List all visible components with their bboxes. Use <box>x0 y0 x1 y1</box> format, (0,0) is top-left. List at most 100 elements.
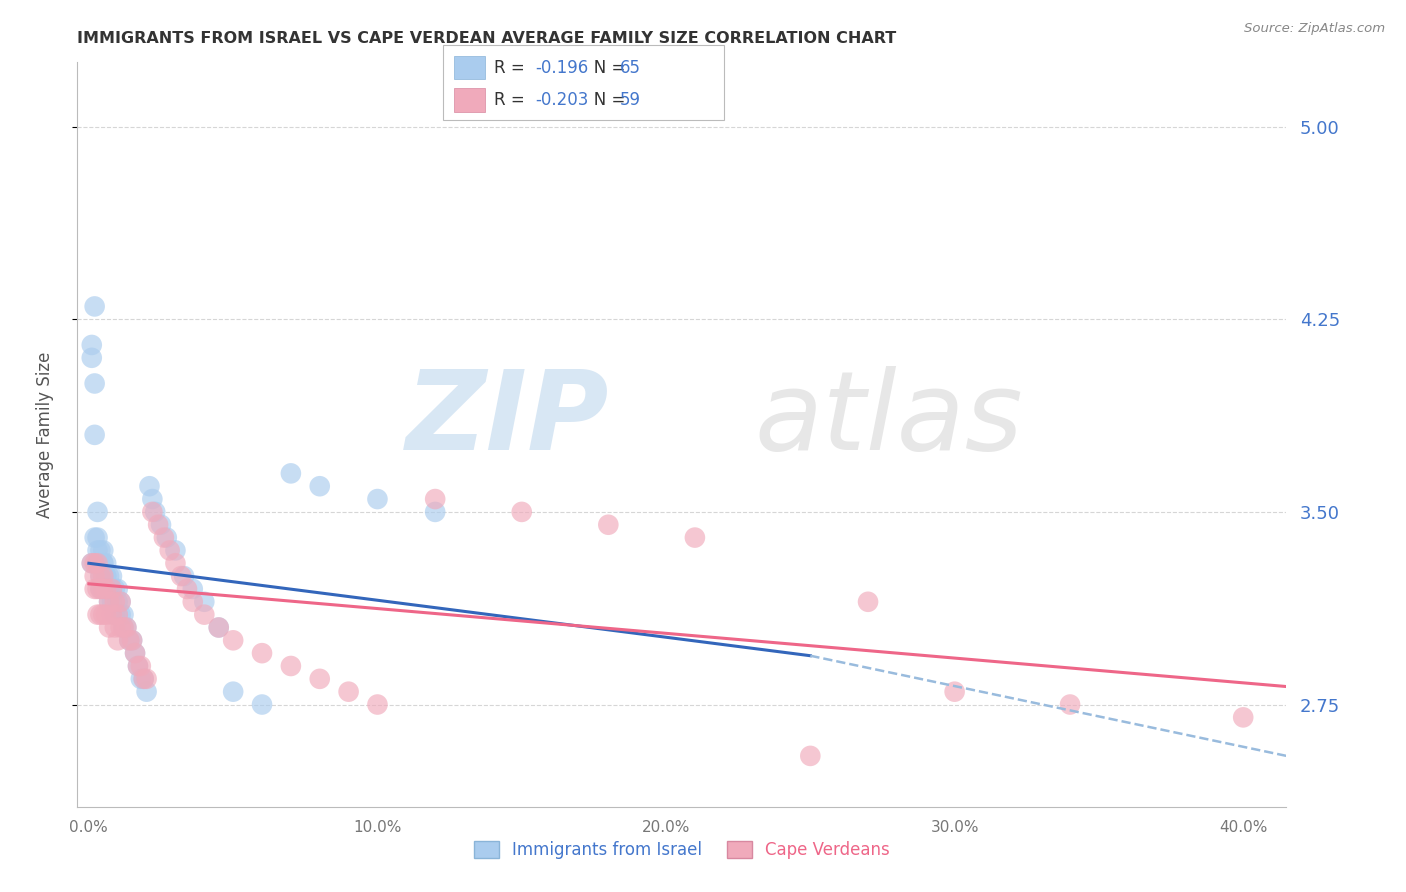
Point <box>280 659 302 673</box>
Point <box>112 607 135 622</box>
Point <box>89 556 111 570</box>
Point <box>96 607 118 622</box>
Point <box>80 338 103 352</box>
Point <box>91 556 114 570</box>
Point <box>86 505 108 519</box>
Point <box>129 659 152 673</box>
Point <box>176 582 198 596</box>
Point <box>598 517 620 532</box>
Point <box>86 556 108 570</box>
Point <box>83 428 105 442</box>
Point <box>86 556 108 570</box>
Point <box>91 607 114 622</box>
Text: -0.203: -0.203 <box>536 91 589 109</box>
Point <box>129 672 152 686</box>
Point <box>101 582 124 596</box>
Point <box>83 376 105 391</box>
Text: Source: ZipAtlas.com: Source: ZipAtlas.com <box>1244 22 1385 36</box>
Point <box>193 607 215 622</box>
Point <box>135 672 157 686</box>
Point <box>91 582 114 596</box>
Y-axis label: Average Family Size: Average Family Size <box>35 351 53 518</box>
Point <box>89 543 111 558</box>
Point <box>222 684 245 698</box>
Point <box>153 531 176 545</box>
Point <box>425 505 447 519</box>
Point <box>104 620 127 634</box>
Point <box>510 505 533 519</box>
Point <box>107 595 129 609</box>
Point <box>193 595 215 609</box>
Point <box>89 582 111 596</box>
Point <box>107 607 129 622</box>
Text: 65: 65 <box>620 59 641 77</box>
Point <box>165 543 187 558</box>
Point <box>110 595 132 609</box>
Text: N =: N = <box>578 59 630 77</box>
Point <box>91 569 114 583</box>
Point <box>89 582 111 596</box>
Point <box>250 698 273 712</box>
Point <box>115 620 138 634</box>
Point <box>107 582 129 596</box>
Text: atlas: atlas <box>755 367 1024 474</box>
Point <box>86 531 108 545</box>
Point <box>83 300 105 314</box>
Text: R =: R = <box>494 91 530 109</box>
Text: N =: N = <box>578 91 630 109</box>
Point <box>124 646 146 660</box>
Point <box>425 491 447 506</box>
Point <box>250 646 273 660</box>
Point <box>86 556 108 570</box>
Point <box>80 556 103 570</box>
Text: R =: R = <box>494 59 530 77</box>
Point <box>112 620 135 634</box>
Point <box>98 595 121 609</box>
Point <box>80 351 103 365</box>
Point <box>308 672 330 686</box>
Point <box>943 684 966 698</box>
Point <box>104 607 127 622</box>
Point <box>799 864 821 879</box>
Point <box>124 646 146 660</box>
Point <box>101 569 124 583</box>
Point <box>159 543 181 558</box>
Point <box>101 607 124 622</box>
Point <box>856 595 879 609</box>
Point <box>141 505 163 519</box>
Point <box>86 543 108 558</box>
Point <box>112 620 135 634</box>
Point <box>107 607 129 622</box>
Point <box>80 556 103 570</box>
Point <box>98 569 121 583</box>
Point <box>156 531 179 545</box>
Point <box>98 595 121 609</box>
Point <box>683 531 706 545</box>
Point <box>366 491 388 506</box>
Point <box>101 582 124 596</box>
Point <box>127 659 149 673</box>
Point <box>150 517 173 532</box>
Point <box>135 684 157 698</box>
Point <box>91 582 114 596</box>
Point <box>143 505 166 519</box>
Point <box>83 531 105 545</box>
Point <box>181 595 204 609</box>
Point <box>121 633 143 648</box>
Point <box>146 517 169 532</box>
Point <box>337 684 360 698</box>
Point <box>118 633 141 648</box>
Text: 59: 59 <box>620 91 641 109</box>
Point <box>107 633 129 648</box>
Point <box>98 620 121 634</box>
Point <box>222 633 245 648</box>
Point <box>121 633 143 648</box>
Point <box>89 569 111 583</box>
Point <box>115 620 138 634</box>
Point <box>132 672 155 686</box>
Point <box>86 607 108 622</box>
Point <box>366 698 388 712</box>
Point <box>118 633 141 648</box>
Point <box>110 607 132 622</box>
Point <box>89 569 111 583</box>
